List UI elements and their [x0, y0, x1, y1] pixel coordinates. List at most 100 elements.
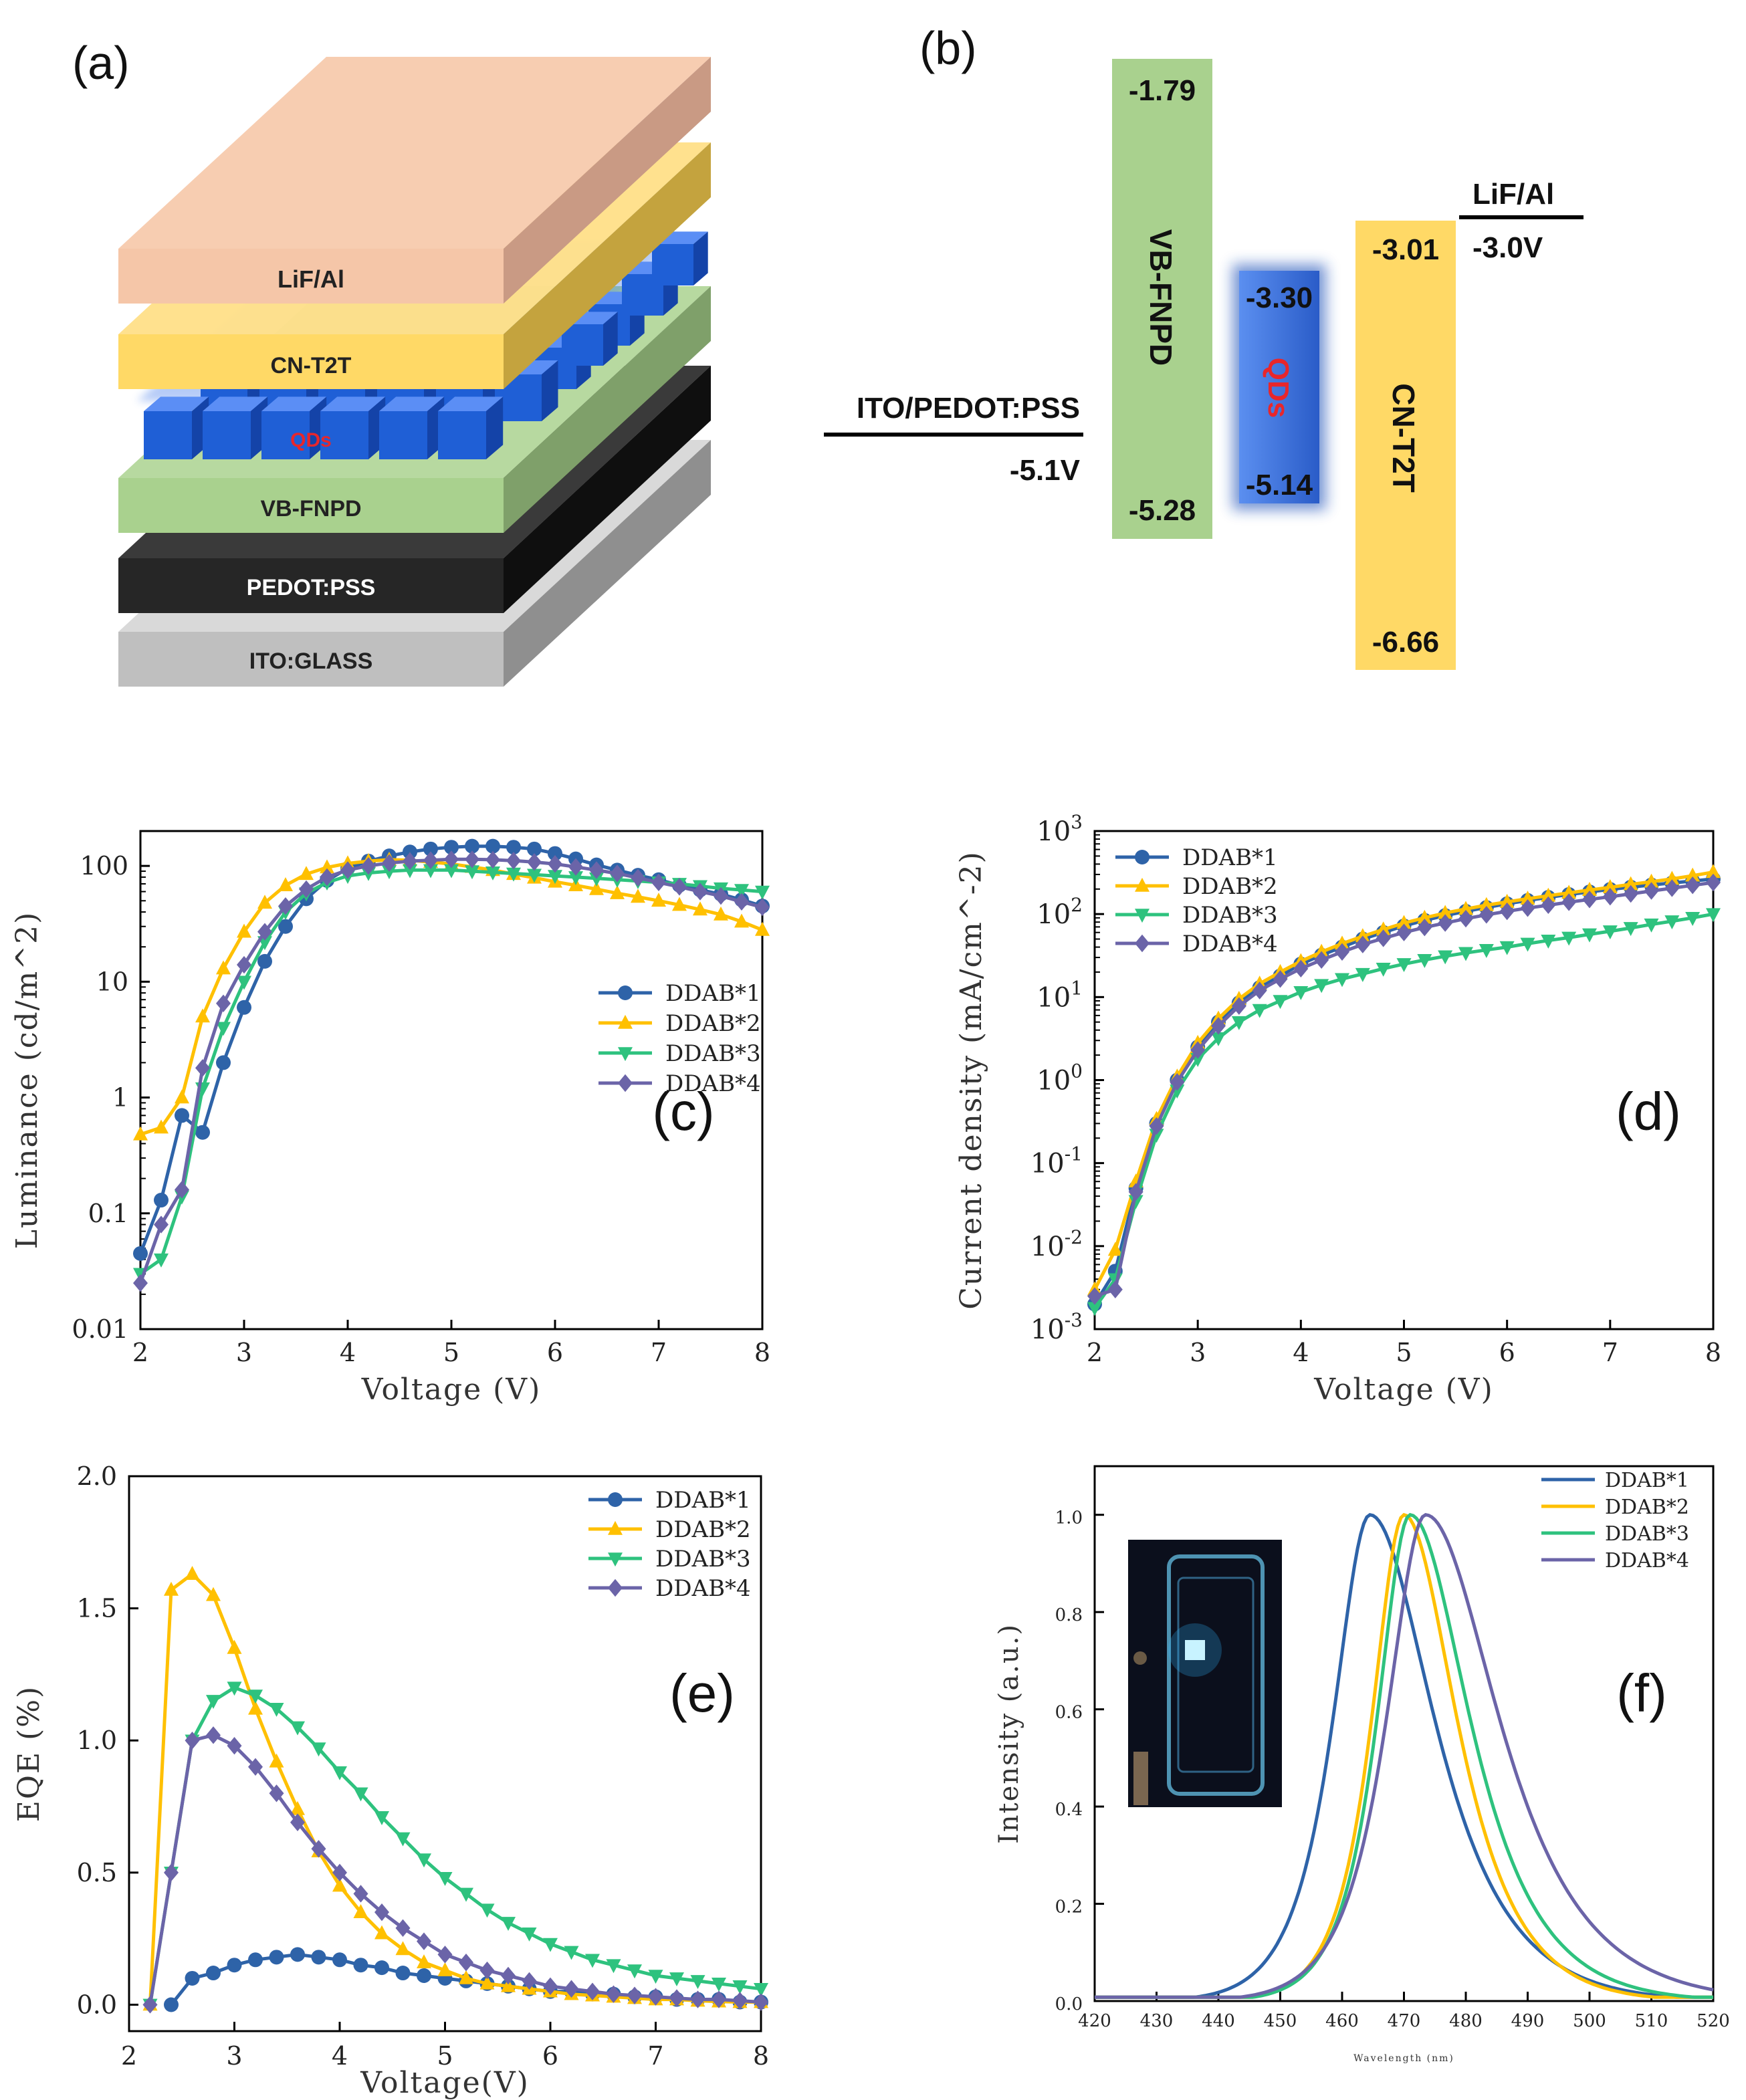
data-point — [606, 1959, 621, 1974]
qd-bottom-value: -5.14 — [1246, 469, 1313, 501]
data-point — [269, 1703, 284, 1717]
qd-cube-front — [320, 411, 368, 459]
data-point — [290, 1813, 305, 1831]
data-point — [631, 868, 645, 887]
data-point — [332, 1863, 347, 1882]
data-point — [417, 1968, 431, 1983]
panel-a-label: (a) — [72, 37, 130, 89]
data-point — [164, 1863, 179, 1882]
qd-cube-front — [261, 411, 310, 459]
data-point — [1644, 882, 1659, 900]
data-point — [278, 897, 293, 915]
data-point — [382, 854, 397, 872]
data-point — [1458, 947, 1473, 961]
data-point — [1252, 981, 1267, 1000]
qd-cube-side — [603, 312, 618, 366]
data-point — [1520, 899, 1535, 917]
data-point — [1293, 959, 1309, 978]
data-point — [1355, 928, 1370, 943]
y-tick-label: 10-2 — [1030, 1226, 1083, 1262]
y-tick-label: 0.2 — [1055, 1897, 1083, 1917]
data-point — [395, 1919, 411, 1938]
data-point — [1438, 914, 1453, 932]
y-tick-label: 0.4 — [1055, 1800, 1083, 1820]
qd-bar — [1239, 271, 1319, 503]
y-tick-label: 0.01 — [72, 1314, 128, 1344]
data-point — [1293, 985, 1309, 1000]
qd-cube-top — [379, 396, 445, 411]
x-axis-label: Voltage (V) — [1313, 1373, 1494, 1407]
data-point — [459, 1887, 473, 1902]
data-point — [755, 921, 770, 936]
data-point — [548, 846, 562, 861]
data-point — [669, 1972, 684, 1987]
x-tick-label: 3 — [226, 2041, 242, 2071]
data-point — [618, 1074, 633, 1092]
data-point — [185, 1970, 200, 1986]
data-point — [248, 1700, 263, 1715]
data-point — [237, 955, 251, 974]
y-axis-label: EQE (%) — [12, 1685, 46, 1822]
data-point — [501, 1917, 516, 1932]
data-point — [403, 864, 417, 879]
data-point — [548, 870, 562, 885]
data-point — [1355, 935, 1370, 953]
data-point — [1335, 935, 1349, 950]
data-point — [1561, 885, 1577, 899]
data-point — [732, 1992, 748, 2010]
data-point — [1135, 934, 1150, 953]
x-tick-label: 3 — [1190, 1338, 1206, 1367]
data-point — [216, 1022, 231, 1036]
data-point — [237, 975, 251, 990]
data-point — [216, 994, 231, 1012]
legend-label: DDAB*2 — [1605, 1496, 1689, 1519]
data-point — [290, 1721, 305, 1736]
x-axis-label: Wavelength (nm) — [1353, 2053, 1454, 2064]
data-point — [522, 1972, 537, 1990]
data-point — [1685, 867, 1701, 882]
panel-b: (b) ITO/PEDOT:PSS -5.1V -1.79 -5.28 VB-F… — [824, 22, 1584, 670]
data-point — [690, 1975, 705, 1990]
vbfnpd-name: VB-FNPD — [1143, 229, 1178, 366]
data-point — [1602, 879, 1618, 893]
data-point — [257, 953, 272, 969]
y-tick-label: 103 — [1036, 811, 1083, 847]
data-point — [1417, 918, 1432, 937]
data-point — [1458, 901, 1473, 915]
data-point — [618, 1014, 633, 1029]
data-point — [311, 1840, 326, 1858]
data-point — [754, 1982, 768, 1997]
chart-f-el-spectra: 420 430 440 450 460 470 480 490 500 510 520 0.0 0.2 0… — [994, 1465, 1730, 2064]
data-point — [1135, 877, 1150, 892]
data-point — [175, 1089, 189, 1104]
series-ddab-4 — [142, 1726, 768, 2014]
data-point — [423, 864, 438, 879]
data-point — [1623, 876, 1638, 891]
qd-top-value: -3.30 — [1246, 281, 1313, 314]
data-point — [1376, 929, 1391, 947]
data-point — [479, 1903, 495, 1918]
data-point — [1664, 870, 1680, 885]
layer-qds-label: QDs — [290, 429, 332, 451]
data-point — [216, 960, 231, 975]
y-tick-label: 100 — [80, 851, 128, 881]
data-point — [403, 844, 417, 860]
data-point — [485, 850, 500, 869]
data-point — [459, 1954, 473, 1972]
data-point — [1335, 973, 1349, 987]
data-point — [1128, 1183, 1143, 1201]
data-point — [444, 850, 459, 868]
qd-cube — [144, 396, 209, 459]
data-point — [1417, 954, 1432, 968]
chart-d-current-density: 2 3 4 5 6 7 8 10-3 10-2 10-1 100 101 102 103 Voltage (… — [954, 811, 1721, 1407]
chart-c-luminance: 2 3 4 5 6 7 8 0.01 0.1 1 10 100 Voltage (V) Luminance… — [10, 830, 770, 1407]
data-point — [1479, 906, 1494, 924]
x-tick-label: 4 — [340, 1338, 356, 1367]
legend-label: DDAB*2 — [1182, 873, 1278, 900]
data-point — [1314, 979, 1329, 994]
data-point — [1170, 1073, 1185, 1091]
data-point — [1582, 891, 1597, 909]
qd-cube-front — [203, 411, 251, 459]
data-point — [732, 1980, 748, 1994]
data-point — [1499, 902, 1515, 921]
